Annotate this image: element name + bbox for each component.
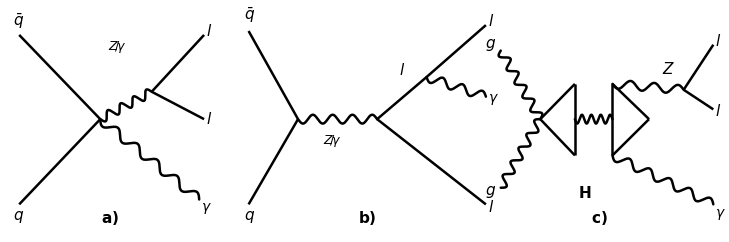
Text: $q$: $q$ <box>13 209 24 225</box>
Text: $\mathbf{c)}$: $\mathbf{c)}$ <box>591 209 608 227</box>
Text: $\mathbf{a)}$: $\mathbf{a)}$ <box>101 209 119 227</box>
Text: $g$: $g$ <box>485 184 496 200</box>
Text: $l$: $l$ <box>206 111 212 127</box>
Text: $q$: $q$ <box>243 209 254 225</box>
Text: $l$: $l$ <box>488 199 494 215</box>
Text: $\gamma$: $\gamma$ <box>201 201 212 216</box>
Text: $l$: $l$ <box>399 62 405 78</box>
Text: $Z$: $Z$ <box>662 61 675 77</box>
Text: $l$: $l$ <box>488 13 494 29</box>
Text: $\mathbf{H}$: $\mathbf{H}$ <box>578 185 591 201</box>
Text: $Z\!/\!\gamma$: $Z\!/\!\gamma$ <box>108 38 127 54</box>
Text: $l$: $l$ <box>715 103 722 119</box>
Text: $\bar{q}$: $\bar{q}$ <box>13 12 24 31</box>
Text: $g$: $g$ <box>485 37 496 53</box>
Text: $\gamma$: $\gamma$ <box>715 207 726 222</box>
Text: $\gamma$: $\gamma$ <box>488 92 499 107</box>
Text: $l$: $l$ <box>206 23 212 39</box>
Text: $Z\!/\!\gamma$: $Z\!/\!\gamma$ <box>323 133 342 149</box>
Text: $\bar{q}$: $\bar{q}$ <box>243 6 254 25</box>
Text: $\mathbf{b)}$: $\mathbf{b)}$ <box>358 209 376 227</box>
Text: $l$: $l$ <box>715 33 722 49</box>
